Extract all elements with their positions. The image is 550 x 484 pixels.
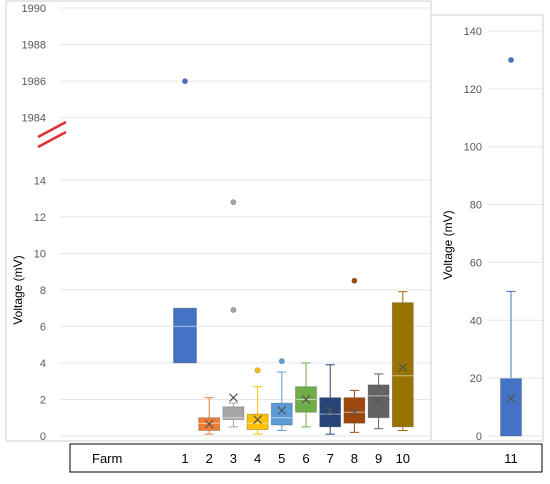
axis-break-marks (37, 120, 67, 149)
tick-label-upper-2: 1988 (22, 40, 46, 52)
box-9 (367, 384, 390, 419)
tick-label-upper-3: 1990 (22, 3, 46, 15)
category-label-1: 1 (181, 451, 188, 466)
x-axis-title: Farm (92, 451, 122, 466)
box-plots (173, 57, 522, 437)
category-axis-box (69, 443, 543, 473)
tick-label-side-1: 20 (470, 373, 482, 385)
mean-marker-stroke-b-10 (398, 363, 408, 372)
box-plot-3 (222, 199, 245, 428)
mean-marker-11 (506, 393, 516, 403)
tick-label-lower-2: 4 (40, 358, 46, 370)
mean-marker-stroke-b-5 (277, 406, 287, 415)
mean-marker-stroke-b-8 (349, 407, 359, 417)
box-1 (173, 307, 197, 364)
main-y-axis-title: Voltage (mV) (11, 255, 25, 324)
main-plot-frame (5, 0, 432, 442)
tick-label-upper-0: 1984 (22, 113, 46, 125)
tick-label-lower-3: 6 (40, 321, 46, 333)
category-label-2: 2 (206, 451, 213, 466)
category-label-11: 11 (504, 451, 518, 466)
category-label-6: 6 (302, 451, 309, 466)
box-plot-1 (173, 78, 197, 364)
outlier-point-4-0 (254, 367, 261, 374)
box-plot-6 (295, 362, 317, 428)
mean-marker-stroke-b-6 (301, 395, 311, 404)
box-11 (500, 377, 522, 437)
tick-label-lower-1: 2 (40, 394, 46, 406)
side-y-axis-title: Voltage (mV) (441, 210, 455, 279)
tick-label-side-7: 140 (464, 26, 482, 38)
outlier-point-3-0 (230, 307, 237, 313)
mean-marker-3 (228, 393, 238, 403)
gridlines (60, 7, 543, 437)
outlier-point-5-0 (278, 358, 285, 365)
tick-labels: 0 2 4 6 8 10 12 14 1984 1986 1988 1990 0 20 40 60 80 100 1… (22, 3, 482, 443)
tick-label-side-3: 60 (470, 257, 482, 269)
category-label-8: 8 (351, 451, 358, 466)
box-plot-9 (367, 373, 390, 430)
category-labels: 1 2 3 4 5 6 7 8 9 10 11 (181, 451, 517, 466)
box-plot-4 (246, 367, 269, 435)
outlier-point-8-0 (351, 277, 358, 284)
mean-marker-8 (349, 407, 359, 417)
box-8 (343, 397, 366, 424)
tick-label-lower-5: 10 (34, 248, 46, 260)
category-label-4: 4 (254, 451, 261, 466)
mean-marker-7 (325, 406, 335, 415)
tick-label-lower-0: 0 (40, 431, 46, 443)
box-10 (391, 302, 414, 428)
mean-marker-stroke-b-9 (374, 395, 384, 405)
tick-label-side-0: 0 (476, 431, 482, 443)
category-label-3: 3 (230, 451, 237, 466)
tick-label-lower-7: 14 (34, 175, 46, 187)
tick-label-side-5: 100 (464, 142, 482, 154)
box-plot-5 (270, 358, 293, 432)
mean-marker-2 (204, 419, 214, 429)
box-plot-7 (319, 364, 342, 435)
mean-marker-6 (301, 395, 311, 404)
tick-label-upper-1: 1986 (22, 76, 46, 88)
box-plot-2 (198, 397, 221, 435)
tick-label-side-4: 80 (470, 200, 482, 212)
category-label-9: 9 (375, 451, 382, 466)
outlier-point-3-1 (230, 199, 237, 206)
box-4 (246, 413, 269, 431)
mean-marker-stroke-b-11 (506, 393, 516, 403)
box-3 (222, 406, 245, 420)
mean-marker-4 (253, 415, 263, 424)
outlier-point-1-0 (182, 78, 188, 85)
mean-marker-stroke-b-7 (325, 406, 335, 415)
outlier-point-11-0 (508, 57, 514, 63)
mean-marker-10 (398, 363, 408, 372)
box-7 (319, 397, 342, 428)
side-plot-frame (430, 14, 544, 442)
box-plot-11 (500, 57, 522, 437)
tick-label-side-6: 120 (464, 84, 482, 96)
mean-marker-stroke-b-4 (253, 415, 263, 424)
mean-marker-stroke-b-3 (228, 393, 238, 403)
category-label-5: 5 (278, 451, 285, 466)
category-label-7: 7 (327, 451, 334, 466)
category-label-10: 10 (396, 451, 410, 466)
mean-marker-5 (277, 406, 287, 415)
mean-marker-stroke-b-2 (204, 419, 214, 429)
tick-label-lower-6: 12 (34, 212, 46, 224)
box-5 (270, 402, 293, 426)
mean-marker-9 (374, 395, 384, 405)
tick-label-lower-4: 8 (40, 285, 46, 297)
box-plot-10 (391, 291, 414, 432)
tick-label-side-2: 40 (470, 315, 482, 327)
box-plot-8 (343, 277, 366, 433)
